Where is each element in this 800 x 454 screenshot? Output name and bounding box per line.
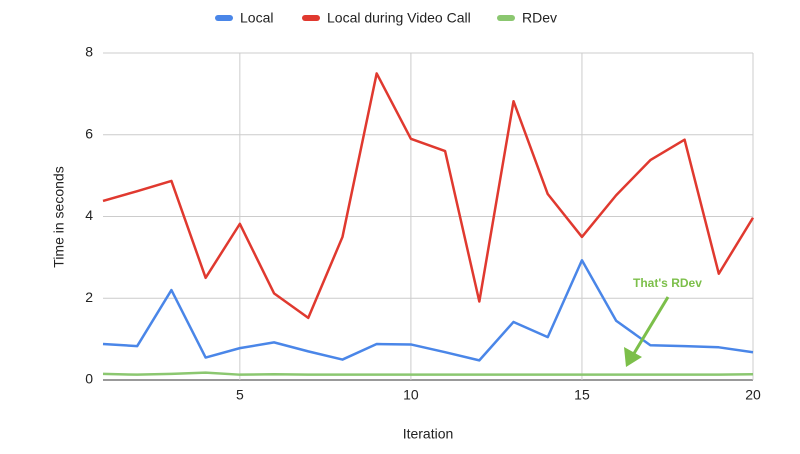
- series-line: [102, 371, 754, 376]
- series-line: [102, 72, 755, 320]
- y-axis-title: Time in seconds: [51, 166, 67, 267]
- legend-label: RDev: [522, 10, 557, 26]
- x-axis-title: Iteration: [403, 426, 454, 442]
- y-tick-label: 2: [85, 289, 93, 305]
- annotation-arrowhead: [624, 347, 642, 367]
- series-line: [102, 258, 754, 362]
- legend-swatch: [302, 15, 320, 21]
- x-tick-label: 5: [236, 387, 244, 403]
- annotation-arrow: [631, 296, 670, 356]
- legend-swatch: [215, 15, 233, 21]
- x-tick-label: 15: [574, 387, 590, 403]
- x-tick-label: 10: [403, 387, 419, 403]
- annotation: That's RDev: [633, 276, 702, 290]
- legend-swatch: [497, 15, 515, 21]
- x-tick-label: 20: [745, 387, 761, 403]
- y-tick-label: 0: [85, 371, 93, 387]
- legend-label: Local: [240, 10, 273, 26]
- legend-label: Local during Video Call: [327, 10, 471, 26]
- y-tick-label: 8: [85, 44, 93, 60]
- y-tick-label: 4: [85, 207, 93, 223]
- y-tick-label: 6: [85, 125, 93, 141]
